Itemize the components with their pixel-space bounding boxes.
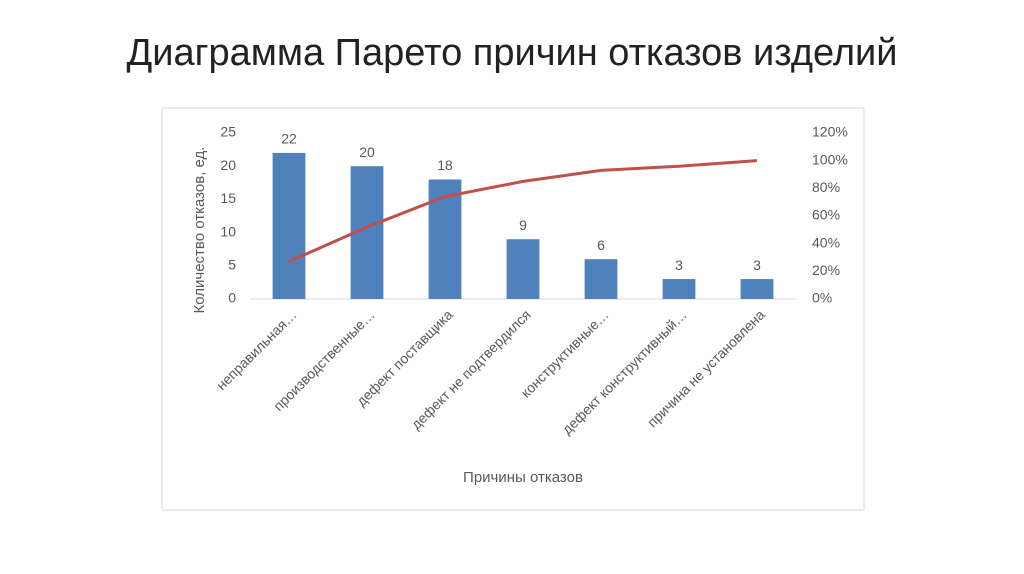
y2-tick-label: 20%	[812, 262, 840, 278]
y-axis-label: Количество отказов, ед.	[191, 147, 208, 314]
y-tick-label: 10	[220, 223, 236, 239]
y-tick-label: 20	[220, 157, 236, 173]
data-label: 20	[359, 144, 375, 160]
data-label: 22	[281, 131, 297, 147]
slide-title: Диаграмма Парето причин отказов изделий	[126, 32, 897, 74]
data-label: 3	[753, 257, 761, 273]
y-tick-label: 25	[220, 124, 236, 140]
pareto-line	[288, 159, 758, 264]
y2-tick-label: 40%	[812, 234, 840, 250]
bar	[272, 152, 306, 299]
y2-tick-label: 120%	[812, 124, 848, 140]
data-label: 18	[437, 157, 453, 173]
bar	[662, 279, 696, 299]
y2-tick-label: 80%	[812, 179, 840, 195]
data-label: 6	[597, 237, 605, 253]
y-tick-label: 0	[228, 290, 236, 306]
y2-tick-label: 100%	[812, 151, 848, 167]
bar	[740, 279, 774, 299]
y2-tick-label: 0%	[812, 290, 832, 306]
y-tick-label: 5	[228, 257, 236, 273]
data-label: 9	[519, 217, 527, 233]
y2-tick-label: 60%	[812, 207, 840, 223]
y-tick-label: 15	[220, 190, 236, 206]
bar	[584, 259, 618, 299]
data-label: 3	[675, 257, 683, 273]
bar	[506, 239, 540, 299]
x-axis-label: Причины отказов	[463, 469, 583, 486]
